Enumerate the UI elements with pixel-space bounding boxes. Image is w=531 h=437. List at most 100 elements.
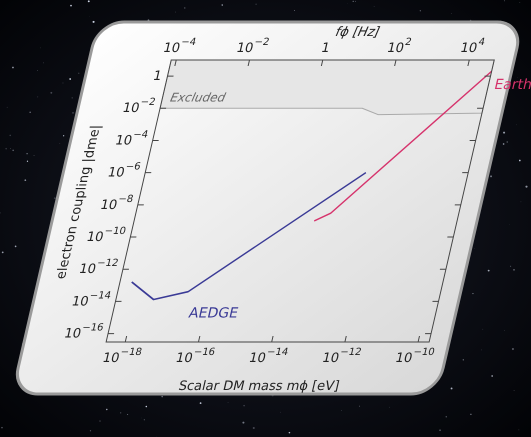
star	[487, 269, 490, 272]
star	[106, 408, 108, 411]
star	[62, 82, 64, 84]
star	[1, 251, 4, 254]
star	[288, 431, 291, 434]
star	[503, 131, 506, 134]
x-tick	[197, 336, 201, 342]
series-label: Excluded	[169, 91, 227, 105]
star	[0, 212, 1, 214]
star	[373, 6, 375, 7]
series-label: AEDGE	[187, 306, 240, 322]
star	[37, 96, 39, 98]
star	[26, 160, 29, 162]
x-tick	[271, 336, 274, 342]
star	[474, 248, 476, 249]
excluded-area	[159, 59, 495, 116]
star	[450, 387, 453, 390]
star	[53, 197, 56, 200]
x2-axis-title: fϕ [Hz]	[334, 25, 381, 40]
star	[511, 347, 514, 351]
star	[143, 419, 145, 421]
star	[70, 4, 72, 7]
star	[506, 141, 508, 143]
x-axis-title: Scalar DM mass mϕ [eV]	[177, 379, 341, 394]
star	[26, 153, 28, 155]
star	[29, 111, 31, 113]
series-line	[313, 70, 493, 222]
star	[33, 155, 35, 156]
star	[69, 78, 72, 80]
star	[480, 349, 482, 351]
star	[145, 405, 148, 408]
star	[161, 395, 163, 398]
star	[92, 20, 95, 23]
star	[89, 430, 92, 432]
x2-tick-label: 1	[320, 41, 332, 56]
star	[5, 147, 7, 150]
star	[43, 62, 44, 64]
series-label: Earth-km	[493, 77, 531, 93]
star	[12, 66, 14, 69]
card	[15, 20, 520, 396]
star	[482, 328, 484, 330]
star	[227, 401, 229, 403]
star	[40, 47, 41, 49]
star	[24, 179, 27, 181]
star	[352, 0, 354, 2]
series-line	[131, 172, 367, 301]
star	[462, 359, 464, 361]
star	[199, 402, 202, 404]
x2-tick	[394, 60, 397, 66]
plot-frame	[105, 59, 495, 343]
x-tick	[344, 336, 347, 342]
star	[341, 410, 342, 411]
star	[78, 72, 80, 74]
star	[175, 11, 176, 13]
star	[255, 3, 257, 5]
star	[293, 10, 295, 12]
x2-tick	[320, 60, 324, 66]
star	[490, 175, 492, 178]
star	[519, 1, 521, 3]
star	[445, 416, 447, 418]
star	[9, 134, 11, 137]
star	[470, 413, 472, 415]
star	[504, 330, 505, 331]
star	[502, 143, 505, 145]
star	[242, 421, 245, 424]
star	[359, 405, 360, 407]
star	[503, 0, 505, 2]
x2-tick	[247, 60, 250, 66]
star	[127, 414, 129, 416]
star	[50, 91, 53, 94]
star	[12, 149, 14, 152]
star	[221, 4, 223, 6]
star	[518, 429, 520, 431]
star	[354, 0, 356, 2]
star	[510, 265, 512, 267]
x2-tick	[174, 60, 177, 66]
star	[37, 70, 38, 71]
star	[99, 420, 101, 422]
star	[89, 16, 90, 17]
star	[280, 411, 281, 413]
star	[71, 97, 73, 99]
star	[59, 143, 61, 144]
y-tick-label: 1	[151, 69, 163, 84]
star	[6, 106, 8, 108]
star	[513, 390, 515, 391]
star	[525, 185, 528, 188]
star	[513, 269, 515, 271]
x-tick	[124, 336, 128, 342]
star	[63, 135, 65, 137]
star	[14, 245, 17, 248]
star	[472, 293, 474, 295]
star	[252, 426, 255, 429]
star	[517, 77, 518, 78]
x-tick	[417, 336, 420, 342]
star	[439, 429, 441, 432]
star	[491, 375, 494, 377]
star	[10, 148, 11, 149]
star	[1, 426, 3, 429]
star	[120, 412, 122, 414]
